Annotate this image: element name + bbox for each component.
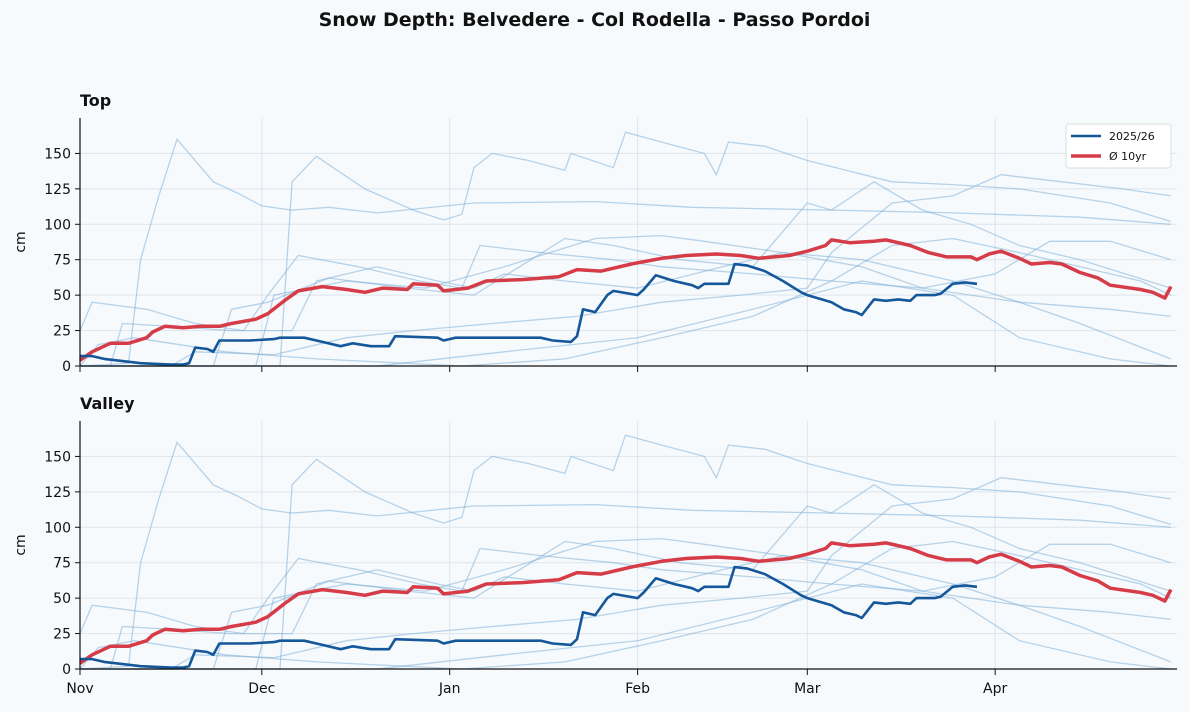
y-tick-label: 100 [44,217,71,233]
history-season-line [80,131,1172,367]
x-tick-label: Jan [438,681,461,697]
legend-label: Ø 10yr [1109,150,1147,163]
current-season-line [80,262,978,366]
y-tick-label: 50 [53,288,71,304]
current-season-line [80,565,978,669]
average-10yr-line [78,541,1173,665]
history-season-line [79,237,1172,367]
panel-top: 0 25 50 75 100 125 150 Top cm 2025/26 Ø 10yr [13,91,1177,375]
history-season-line [79,540,1172,670]
y-tick-label: 0 [62,359,71,375]
x-tick-label: Dec [248,681,275,697]
y-tick-label: 150 [44,146,71,162]
panel-title: Valley [80,394,135,413]
x-tick-label: Nov [66,681,93,697]
average-10yr-line [78,238,1173,362]
history-season-line [80,434,1172,670]
y-tick-label: 100 [44,520,71,536]
x-tick-label: Mar [794,681,821,697]
y-tick-label: 75 [53,556,71,572]
y-tick-label: 0 [62,662,71,678]
x-tick-label: Feb [625,681,650,697]
legend-label: 2025/26 [1109,130,1155,143]
x-tick-label: Apr [983,681,1007,697]
history-season-line [80,251,1172,367]
history-season-line [79,244,1171,332]
y-axis-label: cm [13,231,29,252]
y-axis-label: cm [13,534,29,555]
y-tick-label: 25 [53,324,71,340]
history-season-line [80,484,1172,670]
y-tick-label: 25 [53,627,71,643]
y-tick-label: 125 [44,485,71,501]
legend: 2025/26 Ø 10yr [1065,123,1172,169]
history-season-line [80,181,1172,367]
history-season-line [79,547,1171,635]
history-season-line [80,554,1172,670]
chart-title: Snow Depth: Belvedere - Col Rodella - Pa… [318,9,871,31]
panel-valley: 0 25 50 75 100 125 150 Nov Dec Jan Feb Mar Apr Valley… [13,394,1177,697]
y-tick-label: 50 [53,591,71,607]
panel-title: Top [80,91,111,110]
y-tick-label: 150 [44,449,71,465]
y-tick-label: 75 [53,253,71,269]
y-tick-label: 125 [44,182,71,198]
